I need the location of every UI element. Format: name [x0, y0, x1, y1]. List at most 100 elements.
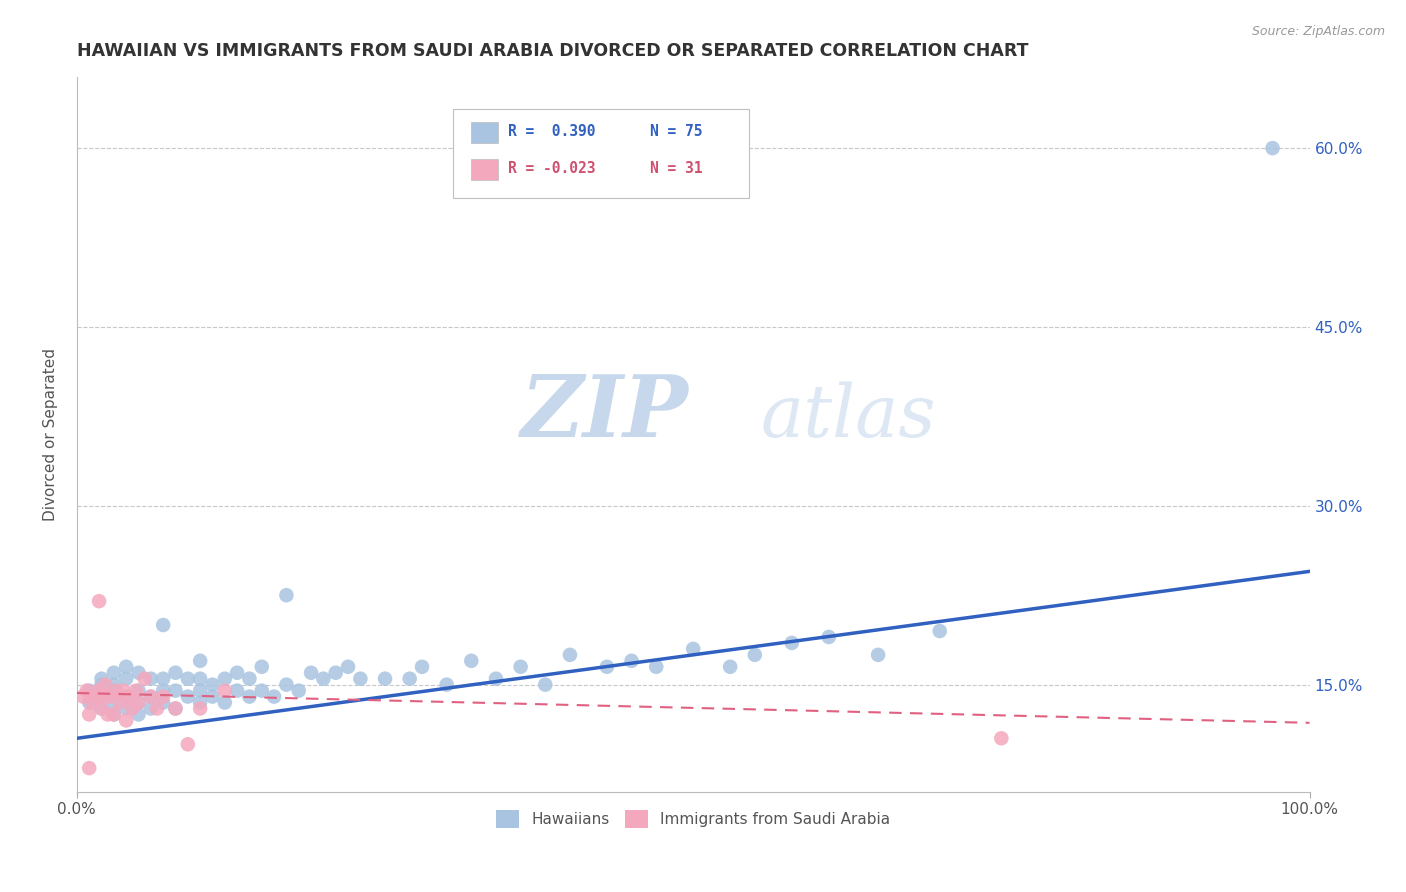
Point [337, 660, 360, 674]
Point [93, 690, 115, 704]
Point [128, 696, 150, 710]
Point [165, 683, 187, 698]
Point [152, 690, 174, 704]
Point [485, 672, 508, 686]
Point [103, 678, 125, 692]
Point [103, 707, 125, 722]
Point [226, 665, 249, 680]
Point [115, 660, 138, 674]
Point [188, 654, 211, 668]
Point [398, 672, 420, 686]
Point [152, 618, 174, 632]
Text: atlas: atlas [761, 381, 936, 451]
Point [165, 701, 187, 715]
Point [105, 683, 128, 698]
Point [90, 701, 112, 715]
Point [214, 696, 236, 710]
Point [115, 690, 138, 704]
Point [146, 701, 169, 715]
Point [115, 714, 138, 728]
Point [868, 648, 890, 662]
Point [374, 672, 396, 686]
Point [90, 678, 112, 692]
Point [80, 696, 103, 710]
Point [744, 648, 766, 662]
Point [276, 588, 298, 602]
Point [214, 672, 236, 686]
Point [90, 683, 112, 698]
Point [201, 690, 224, 704]
Point [411, 660, 433, 674]
Point [152, 696, 174, 710]
Point [188, 683, 211, 698]
Point [238, 672, 260, 686]
Point [177, 672, 200, 686]
Bar [471, 121, 499, 143]
Point [152, 683, 174, 698]
Point [177, 737, 200, 751]
Point [620, 654, 643, 668]
Point [98, 690, 121, 704]
Point [103, 683, 125, 698]
Text: R =  0.390: R = 0.390 [509, 124, 596, 139]
Point [103, 696, 125, 710]
Point [165, 701, 187, 715]
Point [115, 672, 138, 686]
Point [718, 660, 741, 674]
Point [90, 701, 112, 715]
Point [596, 660, 619, 674]
Point [349, 672, 371, 686]
Point [780, 636, 803, 650]
Point [214, 683, 236, 698]
Point [77, 761, 100, 775]
Text: R = -0.023: R = -0.023 [509, 161, 596, 177]
Point [990, 731, 1012, 746]
Point [103, 665, 125, 680]
Point [509, 660, 531, 674]
Point [226, 683, 249, 698]
Point [250, 683, 273, 698]
Point [103, 707, 125, 722]
Point [87, 594, 110, 608]
FancyBboxPatch shape [453, 109, 748, 198]
Point [177, 690, 200, 704]
Point [152, 672, 174, 686]
Point [165, 665, 187, 680]
Point [77, 707, 100, 722]
Point [72, 690, 94, 704]
Point [139, 701, 162, 715]
Point [84, 690, 107, 704]
Point [112, 683, 135, 698]
Point [90, 672, 112, 686]
Point [188, 672, 211, 686]
Point [312, 672, 335, 686]
Point [460, 654, 482, 668]
Point [250, 660, 273, 674]
Bar [471, 159, 499, 180]
Point [1261, 141, 1284, 155]
Point [817, 630, 839, 644]
Point [97, 707, 120, 722]
Point [76, 683, 98, 698]
Y-axis label: Divorced or Separated: Divorced or Separated [44, 348, 58, 521]
Point [287, 683, 309, 698]
Text: N = 31: N = 31 [650, 161, 703, 177]
Point [238, 690, 260, 704]
Point [276, 678, 298, 692]
Point [263, 690, 285, 704]
Point [121, 701, 143, 715]
Point [115, 701, 138, 715]
Point [94, 678, 117, 692]
Point [128, 665, 150, 680]
Point [188, 701, 211, 715]
Point [139, 690, 162, 704]
Point [201, 678, 224, 692]
Point [139, 690, 162, 704]
Point [128, 696, 150, 710]
Point [645, 660, 668, 674]
Point [436, 678, 458, 692]
Point [128, 683, 150, 698]
Point [534, 678, 557, 692]
Point [77, 696, 100, 710]
Point [139, 672, 162, 686]
